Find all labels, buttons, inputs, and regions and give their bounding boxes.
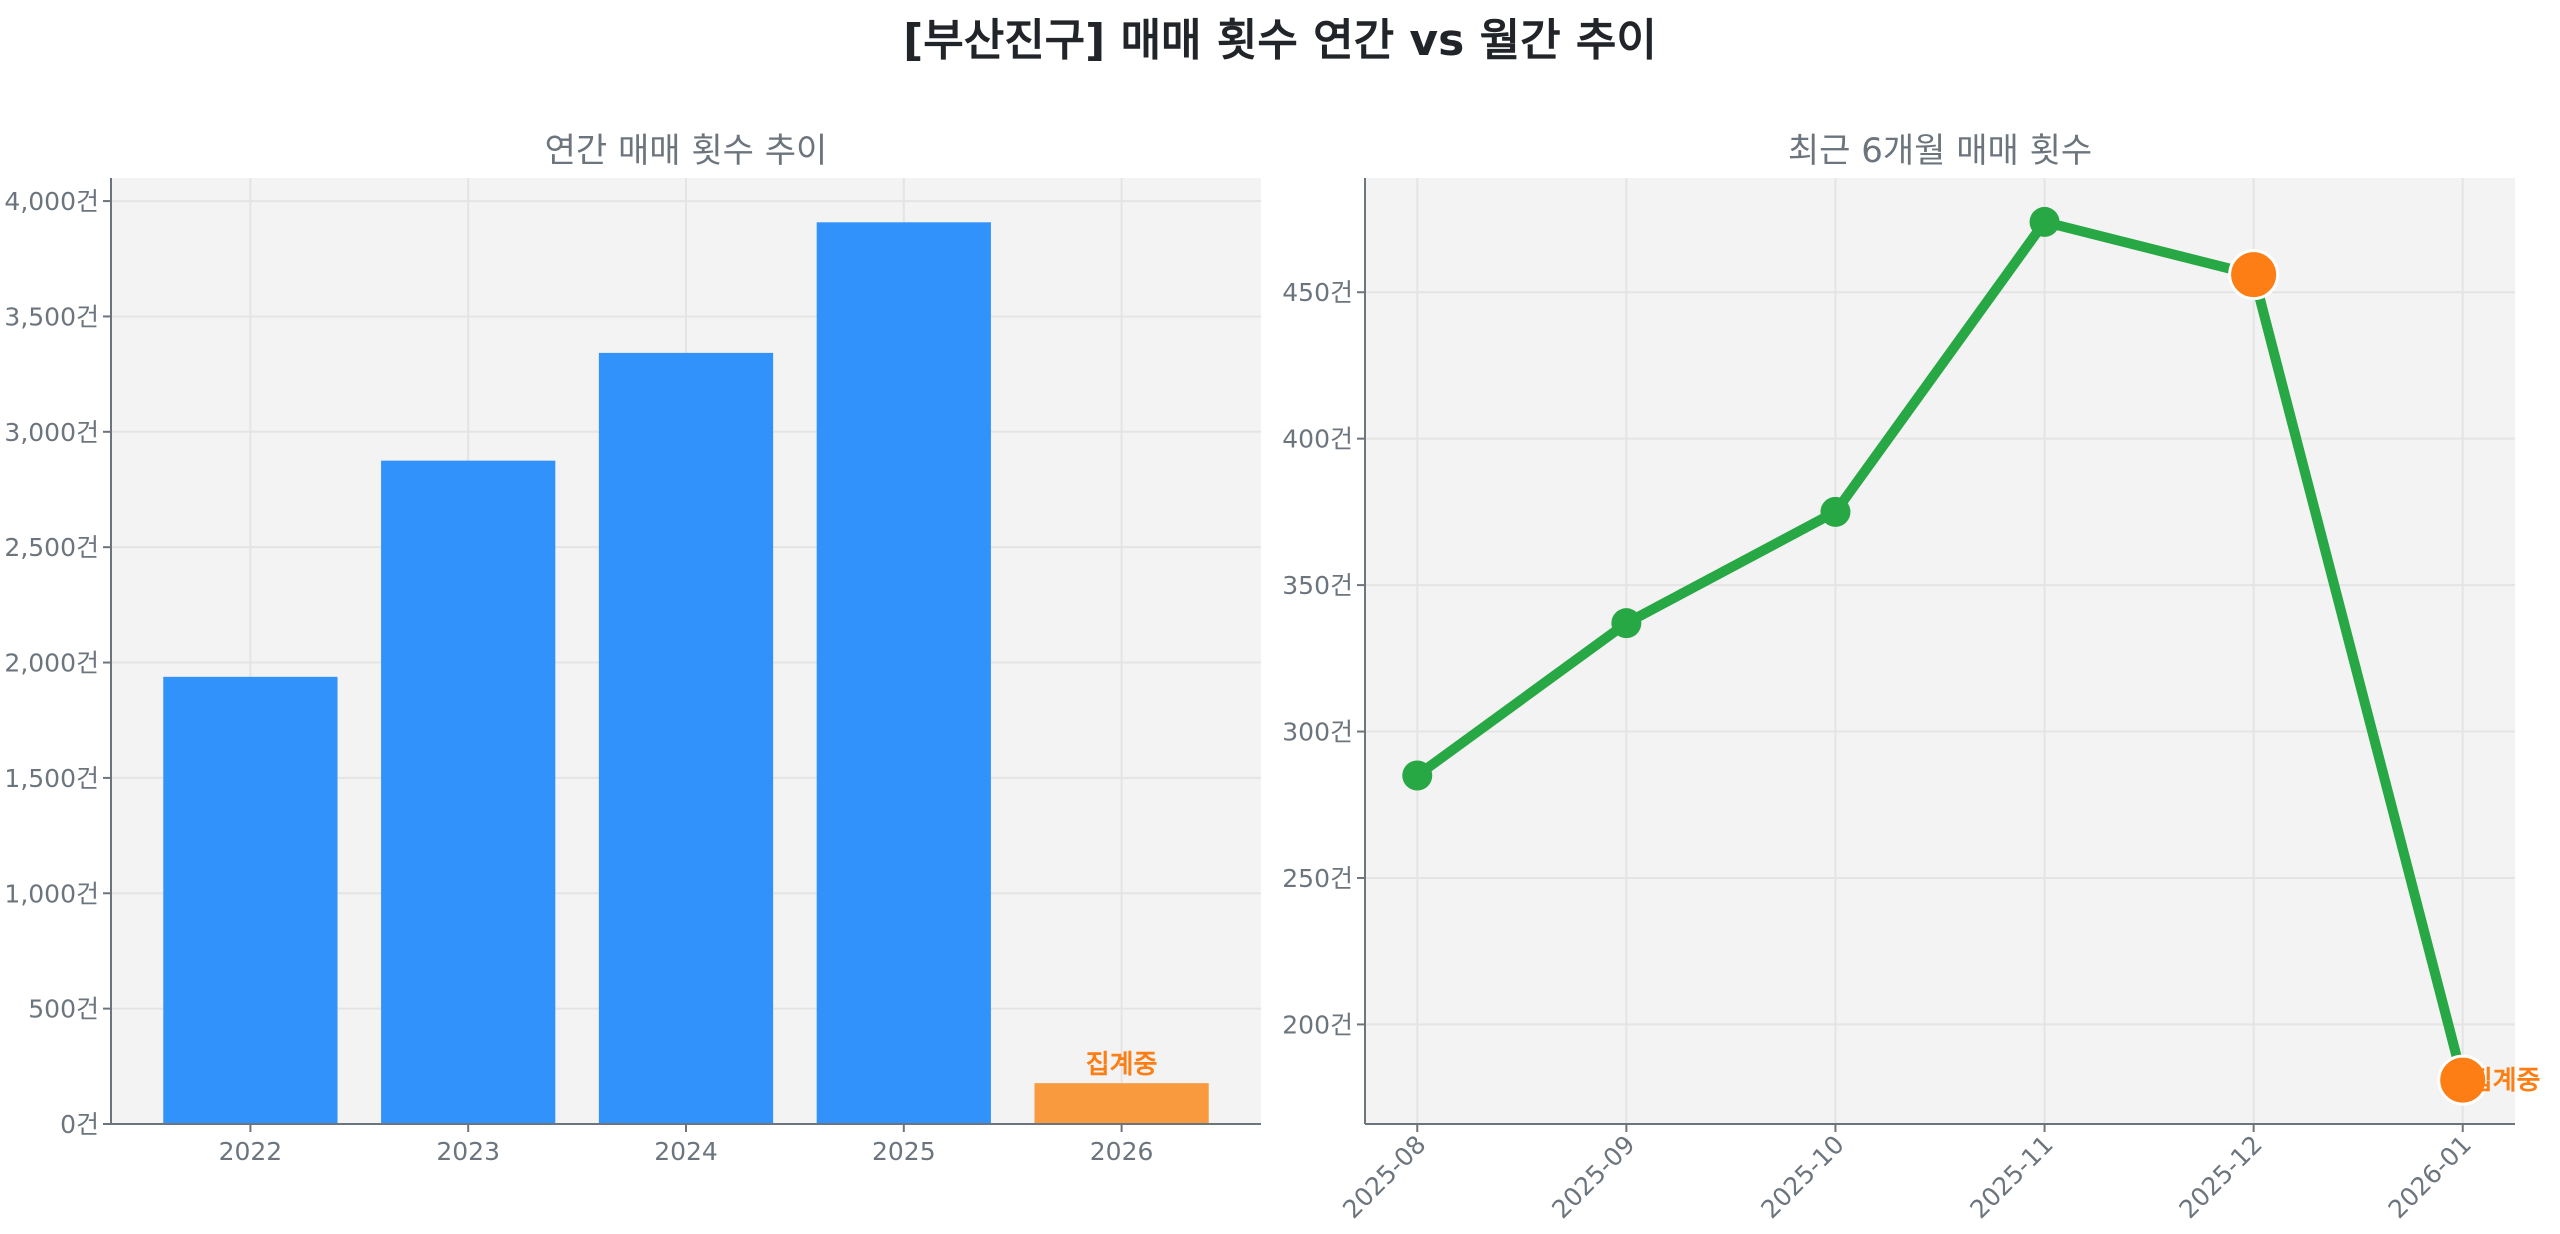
monthly-xtick-label: 2025-09 bbox=[1546, 1130, 1640, 1224]
bar-2025 bbox=[816, 222, 991, 1125]
annual-xtick-label: 2025 bbox=[872, 1137, 936, 1166]
annual-ytick-label: 4,000건 bbox=[4, 187, 99, 216]
monthly-xtick-label: 2026-01 bbox=[2383, 1130, 2477, 1224]
point-2025-11 bbox=[2029, 206, 2060, 237]
bar-2026 bbox=[1034, 1083, 1209, 1124]
annual-ytick-label: 500건 bbox=[28, 995, 99, 1024]
monthly-chart-title: 최근 6개월 매매 횟수 bbox=[1788, 131, 2092, 171]
bar-2023 bbox=[381, 460, 556, 1124]
monthly-ytick-label: 450건 bbox=[1282, 278, 1353, 307]
monthly-ytick-label: 200건 bbox=[1282, 1010, 1353, 1039]
annual-xtick-label: 2023 bbox=[436, 1137, 500, 1166]
point-2025-10 bbox=[1820, 496, 1851, 527]
monthly-ytick-label: 300건 bbox=[1282, 718, 1353, 747]
partial-annotation: 집계중 bbox=[2469, 1066, 2541, 1096]
monthly-ytick-label: 350건 bbox=[1282, 571, 1353, 600]
monthly-xtick-label: 2025-12 bbox=[2174, 1130, 2268, 1224]
point-2025-12 bbox=[2228, 249, 2280, 301]
annual-ytick-label: 2,000건 bbox=[4, 649, 99, 678]
annual-ytick-label: 3,500건 bbox=[4, 302, 99, 331]
monthly-plot-area bbox=[1365, 178, 2515, 1124]
annual-ytick-label: 1,000건 bbox=[4, 879, 99, 908]
annual-xtick-label: 2026 bbox=[1090, 1137, 1154, 1166]
annual-ytick-label: 3,000건 bbox=[4, 418, 99, 447]
point-2025-08 bbox=[1402, 760, 1433, 791]
annual-ytick-label: 1,500건 bbox=[4, 764, 99, 793]
monthly-ytick-label: 250건 bbox=[1282, 864, 1353, 893]
monthly-ytick-label: 400건 bbox=[1282, 425, 1353, 454]
figure-title: [부산진구] 매매 횟수 연간 vs 월간 추이 bbox=[903, 15, 1657, 66]
monthly-xtick-label: 2025-11 bbox=[1964, 1130, 2058, 1224]
point-2026-01 bbox=[2437, 1054, 2489, 1106]
annual-ytick-label: 2,500건 bbox=[4, 533, 99, 562]
bar-2024 bbox=[598, 352, 774, 1124]
monthly-xtick-label: 2025-08 bbox=[1337, 1130, 1431, 1224]
annual-chart-title: 연간 매매 횟수 추이 bbox=[545, 131, 828, 171]
annual-xtick-label: 2022 bbox=[219, 1137, 283, 1166]
monthly-series-line bbox=[1414, 216, 2468, 1082]
annual-xtick-label: 2024 bbox=[654, 1137, 718, 1166]
point-2025-09 bbox=[1611, 608, 1642, 639]
partial-annotation: 집계중 bbox=[1086, 1050, 1158, 1080]
monthly-xtick-label: 2025-10 bbox=[1755, 1130, 1849, 1224]
annual-ytick-label: 0건 bbox=[60, 1110, 99, 1139]
bar-2022 bbox=[163, 676, 338, 1124]
